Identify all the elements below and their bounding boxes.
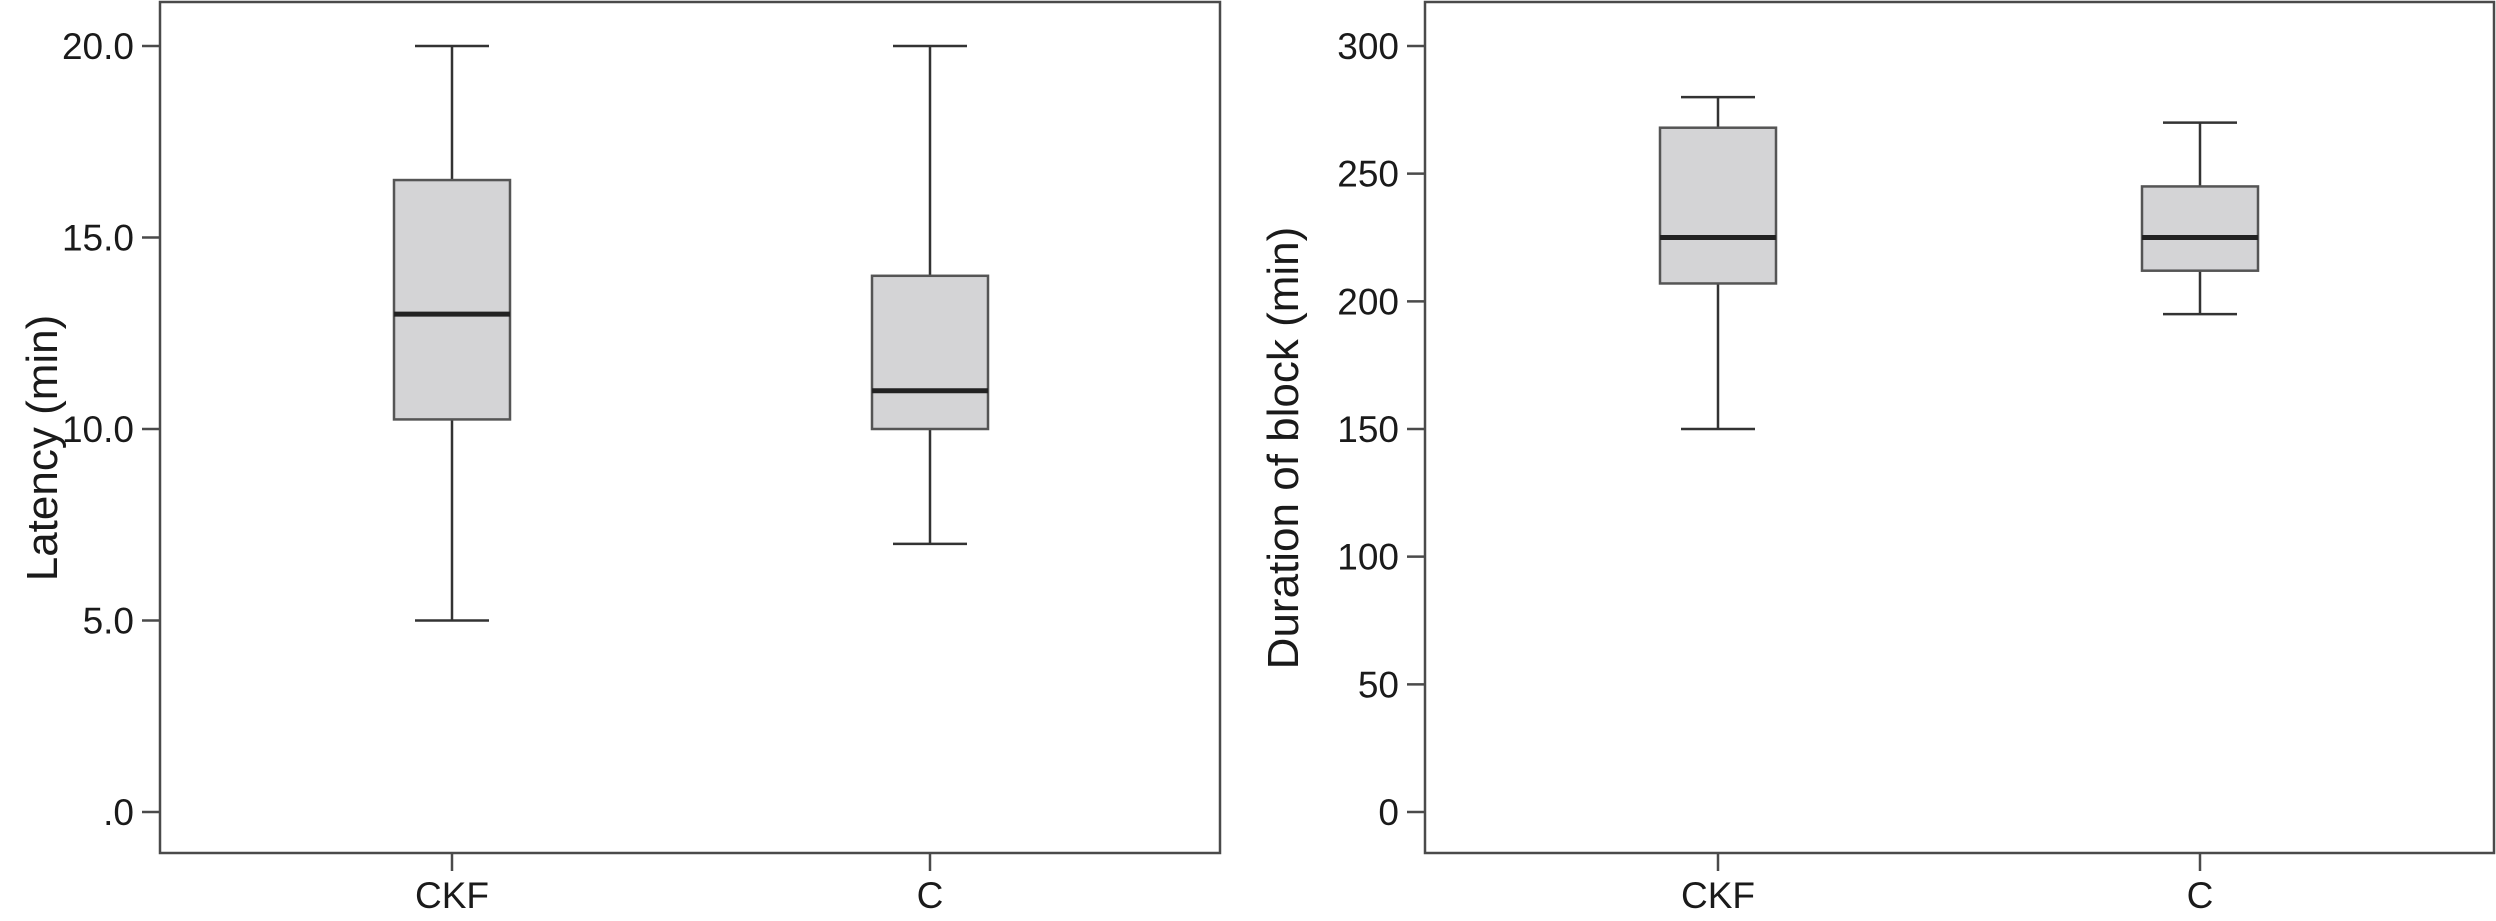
iqr-box	[2140, 185, 2260, 272]
duration-boxplot-panel: 0 50 100 150 200 250 300 CKF C Duration of block …	[1259, 0, 2496, 916]
box-c	[870, 44, 990, 546]
iqr-box	[392, 178, 512, 421]
iqr-box	[1658, 126, 1778, 285]
box-c	[2140, 121, 2260, 316]
box-ckf	[1658, 95, 1778, 431]
iqr-box	[870, 274, 990, 431]
latency-boxplot-panel: .0 5.0 10.0 15.0 20.0 CKF C Latency (min)	[18, 0, 1222, 916]
y-tick-label: 15.0	[62, 218, 134, 259]
y-tick-label: 150	[1337, 409, 1399, 450]
y-axis-title: Latency (min)	[18, 315, 67, 582]
y-tick-label: 300	[1337, 26, 1399, 67]
y-tick-label: 0	[1378, 792, 1399, 833]
box-ckf	[392, 44, 512, 622]
y-tick-label: 250	[1337, 154, 1399, 195]
x-tick-label: C	[2187, 875, 2214, 916]
y-tick-label: 20.0	[62, 26, 134, 67]
y-tick-label: 10.0	[62, 409, 134, 450]
x-tick-label: C	[917, 875, 944, 916]
x-tick-label: CKF	[415, 875, 489, 916]
y-axis-title: Duration of block (min)	[1259, 227, 1308, 670]
y-tick-label: 50	[1358, 664, 1399, 705]
y-tick-label: 200	[1337, 281, 1399, 322]
x-tick-label: CKF	[1681, 875, 1755, 916]
y-tick-label: .0	[103, 792, 134, 833]
y-tick-label: 5.0	[83, 601, 134, 642]
y-tick-label: 100	[1337, 537, 1399, 578]
plot-frame	[1423, 0, 2496, 855]
plot-frame	[158, 0, 1222, 855]
